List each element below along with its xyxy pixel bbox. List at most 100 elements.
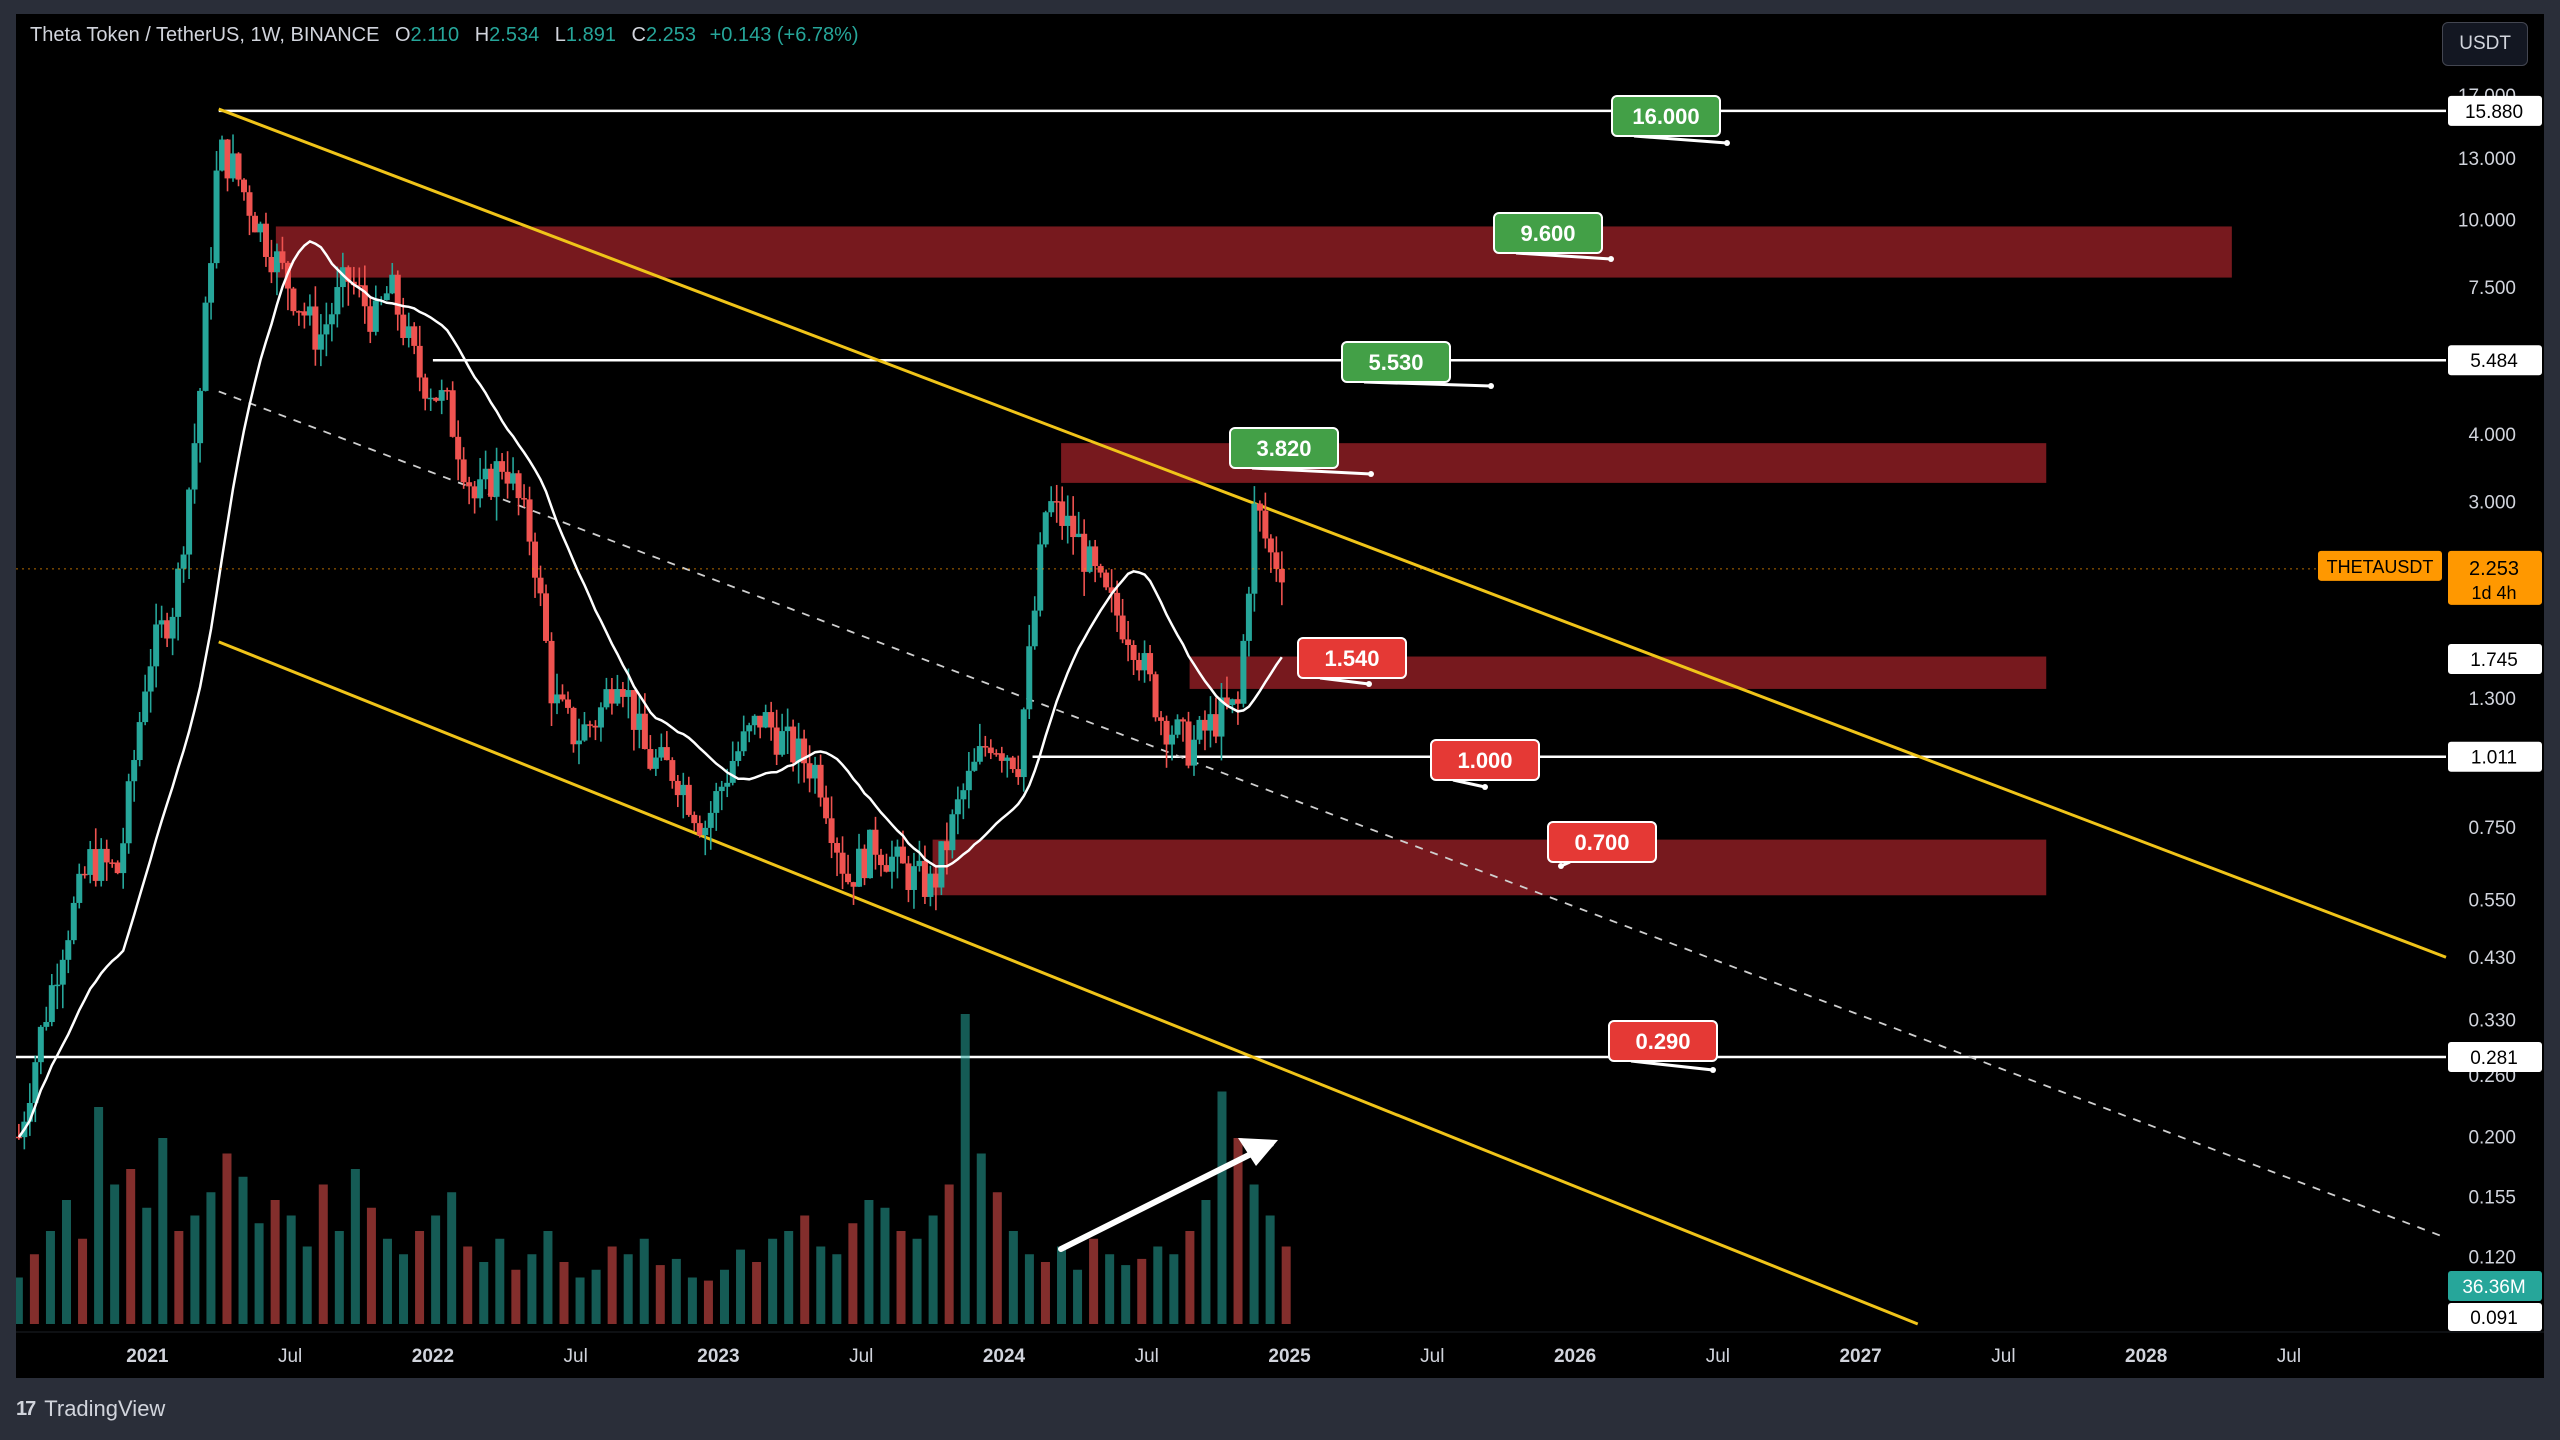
candle (636, 713, 643, 730)
time-tick-label: Jul (1706, 1346, 1730, 1367)
candle (932, 873, 939, 888)
volume-bottom-text: 0.091 (2470, 1308, 2518, 1329)
candle (449, 390, 456, 437)
candle (147, 666, 154, 692)
candle (674, 780, 681, 796)
volume-bar (62, 1200, 72, 1324)
volume-bar (126, 1169, 136, 1324)
volume-bar (992, 1192, 1002, 1324)
candle (136, 722, 143, 761)
candle (597, 707, 604, 728)
target-anchor-dot (1366, 681, 1372, 687)
time-tick-label: 2022 (412, 1346, 454, 1367)
candle (570, 707, 577, 745)
price-tick-label: 0.330 (2468, 1010, 2516, 1031)
volume-bar (1105, 1254, 1115, 1324)
candle (400, 314, 407, 338)
candle (619, 689, 626, 697)
volume-bar (366, 1207, 376, 1324)
candle (1097, 566, 1104, 573)
last-price-badge (2448, 550, 2542, 605)
candle (521, 498, 528, 500)
target-label-box[interactable] (1341, 341, 1451, 383)
target-label: 5.530 (1368, 350, 1423, 375)
candle (70, 902, 77, 941)
candle (828, 818, 835, 844)
level-price-badge (2448, 741, 2542, 772)
volume-bar (511, 1269, 521, 1324)
candle (1163, 720, 1170, 745)
volume-bar (559, 1262, 569, 1324)
target-label: 1.540 (1324, 646, 1379, 671)
price-tick-label: 0.750 (2468, 818, 2516, 839)
volume-bar (591, 1269, 601, 1324)
candle (603, 689, 610, 708)
volume-bar (190, 1215, 200, 1324)
candle (422, 377, 429, 399)
candle (279, 251, 286, 263)
time-tick-label: 2026 (1554, 1346, 1596, 1367)
tradingview-logo-icon[interactable]: 17 (16, 1397, 36, 1420)
price-tick-label: 0.200 (2468, 1128, 2516, 1149)
candle (537, 577, 544, 594)
target-label-box[interactable] (1611, 95, 1721, 137)
resistance-zone (932, 839, 2047, 896)
volume-bar (607, 1246, 617, 1324)
target-label-box[interactable] (1297, 637, 1407, 679)
candle (372, 300, 379, 332)
target-pointer (1630, 1059, 1714, 1072)
candle (1130, 644, 1137, 660)
price-tick-label: 13.000 (2458, 149, 2516, 170)
candle (746, 725, 753, 732)
arrow-head-icon (1238, 1138, 1278, 1166)
candle (773, 727, 780, 755)
target-pointer (1452, 778, 1486, 789)
price-chart[interactable]: 16.000 9.600 5.530 3.820 1.540 1.000 0.700 0.29… (16, 14, 2544, 1378)
candle (839, 852, 846, 874)
candle (751, 715, 758, 726)
price-axis[interactable] (2446, 14, 2544, 1378)
candle (1070, 515, 1077, 538)
candle (175, 568, 182, 617)
target-label-box[interactable] (1430, 739, 1540, 781)
volume-bar (254, 1223, 264, 1324)
candle (48, 985, 55, 1023)
candle (510, 473, 517, 484)
candle (713, 791, 720, 813)
candle (532, 541, 539, 578)
volume-bar (463, 1246, 473, 1324)
candle (927, 873, 934, 897)
candle (812, 764, 819, 779)
target-label-box[interactable] (1493, 212, 1603, 254)
candle (301, 311, 308, 316)
target-label-box[interactable] (1229, 427, 1339, 469)
volume-bar (415, 1231, 425, 1324)
currency-button[interactable]: USDT (2442, 22, 2528, 66)
candle (1169, 734, 1176, 745)
candle (1196, 719, 1203, 740)
candle (790, 726, 797, 763)
candle (707, 812, 714, 828)
close-label: C (631, 24, 646, 46)
target-label-box[interactable] (1608, 1020, 1718, 1062)
brand-name[interactable]: TradingView (44, 1396, 166, 1421)
volume-bottom-badge (2448, 1303, 2542, 1331)
candle (921, 860, 928, 897)
last-price-text: 2.253 (2469, 558, 2519, 580)
candle (1092, 546, 1099, 567)
countdown-text: 1d 4h (2471, 583, 2516, 603)
volume-bar (399, 1254, 409, 1324)
candle (663, 747, 670, 761)
volume-bar (1153, 1246, 1163, 1324)
volume-bar (1040, 1262, 1050, 1324)
candle (1108, 587, 1115, 593)
candle (757, 715, 764, 728)
candle (153, 624, 160, 667)
candle (433, 397, 440, 401)
target-anchor-dot (1608, 256, 1614, 262)
time-tick-label: Jul (1991, 1346, 2015, 1367)
candle (361, 285, 368, 307)
volume-bar (382, 1238, 392, 1324)
target-label-box[interactable] (1547, 821, 1657, 863)
candle (87, 849, 94, 875)
